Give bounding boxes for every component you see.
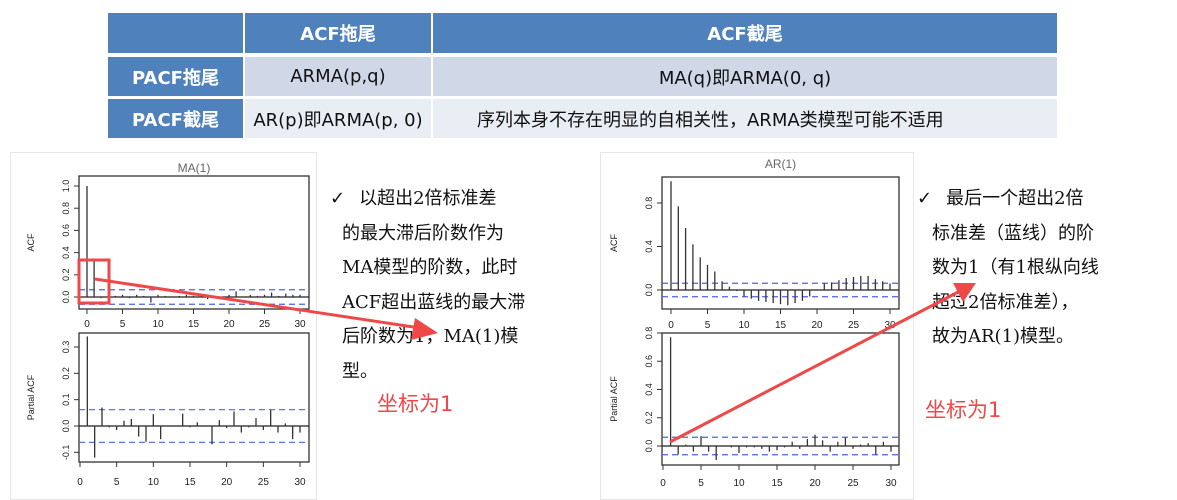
table-cell: AR(p)即ARMA(p, 0) [245,99,433,138]
table-cell: MA(q)即ARMA(0, q) [433,57,1057,96]
x-tick-label: 0 [660,478,666,489]
text-line: 以超出2倍标准差 [359,188,497,209]
x-tick-label: 15 [188,319,200,330]
y-tick-label: 0.8 [644,197,654,210]
x-tick-label: 15 [775,320,787,331]
table-cell: 序列本身不存在明显的自相关性，ARMA类模型可能不适用 [433,99,1057,138]
y-tick-label: 0.2 [61,269,71,282]
text-line: 的最大滞后阶数作为 [342,222,504,244]
x-tick-label: 10 [148,477,160,488]
y-tick-label: 0.0 [61,420,71,433]
y-tick-label: 0.6 [644,355,654,368]
plot-frame [78,175,310,310]
text-line: 后阶数为1，MA(1)模 [342,326,519,347]
bullet-line: ✓ 以超出2倍标准差 [330,182,525,217]
x-tick-label: 0 [668,320,674,331]
x-tick-label: 20 [223,319,235,330]
text-line: 最后一个超出2倍 [946,188,1084,209]
x-tick-label: 0 [84,319,90,330]
plot-frame [661,332,900,466]
text-line: 故为AR(1)模型。 [932,326,1075,347]
y-axis-label: ACF [26,233,36,252]
acf-pacf-table: ACF拖尾 ACF截尾 PACF拖尾 ARMA(p,q) MA(q)即ARMA(… [108,13,1057,141]
x-tick-label: 10 [733,478,745,489]
x-tick-label: 5 [120,319,126,330]
y-tick-label: 0.4 [644,383,654,396]
y-axis-label: Partial ACF [609,376,619,422]
arrow-head-left-icon [411,318,438,340]
y-tick-label: 0.0 [644,284,654,297]
y-tick-label: 0.4 [644,240,654,253]
y-tick-label: 0.8 [61,202,71,215]
x-tick-label: 15 [184,477,196,488]
y-axis-label: ACF [609,233,619,252]
chart-2: Partial ACF -0.1 0.0 0.1 0.2 0.3 0 5 10 15 20 25 30 [26,332,310,488]
ar-explanation: ✓ 最后一个超出2倍 标准差（蓝线）的阶 数为1（有1根纵向线 超过2倍标准差），… [917,182,1099,355]
x-tick-label: 20 [221,477,233,488]
table-header-row: ACF拖尾 ACF截尾 [108,13,1057,53]
y-tick-label: 0.0 [61,291,71,304]
text-line: 数为1（有1根纵向线 [932,257,1099,278]
text-line: 型。 [342,360,378,382]
x-tick-label: 30 [294,319,306,330]
y-tick-label: 0.6 [61,224,71,237]
table-row: PACF截尾 AR(p)即ARMA(p, 0) 序列本身不存在明显的自相关性，A… [108,99,1057,138]
chart-1: MA(1) ACF 0.0 0.2 0.4 0.6 0.8 1.0 0 5 10 15 20 25 30 [26,161,310,330]
y-tick-label: 0.0 [644,440,654,453]
table-row: PACF拖尾 ARMA(p,q) MA(q)即ARMA(0, q) [108,57,1057,96]
x-tick-label: 5 [698,478,704,489]
text-line: MA模型的阶数，此时 [342,257,518,278]
x-tick-label: 25 [258,477,270,488]
y-tick-label: 0.4 [61,246,71,259]
y-tick-label: 0.2 [61,367,71,380]
x-tick-label: 0 [77,477,83,488]
table-header-acf-tailing: ACF拖尾 [245,13,433,53]
x-tick-label: 20 [811,320,823,331]
lag-note-left: 坐标为1 [377,392,454,416]
plot-frame [661,176,900,310]
y-tick-label: -0.1 [61,445,71,461]
check-icon: ✓ [917,188,933,209]
arrow-line-right [669,288,963,444]
x-tick-label: 10 [152,319,164,330]
y-tick-label: 0.1 [61,393,71,406]
x-tick-label: 25 [259,319,271,330]
x-tick-label: 5 [705,320,711,331]
row-header: PACF拖尾 [108,57,245,96]
y-tick-label: 1.0 [61,180,71,193]
x-tick-label: 30 [294,477,306,488]
arrow-head-right-icon [953,283,976,302]
text-line: 超过2倍标准差）， [932,291,1079,313]
text-line: ACF超出蓝线的最大滞 [342,291,526,313]
y-tick-label: 0.2 [644,411,654,424]
y-tick-label: 0.8 [644,327,654,340]
chart-3: AR(1) ACF 0.0 0.4 0.8 0 5 10 15 20 25 30 [609,157,900,331]
text-line: 标准差（蓝线）的阶 [932,222,1094,244]
chart-title: MA(1) [178,161,211,175]
x-tick-label: 15 [771,478,783,489]
lag-note-right: 坐标为1 [925,398,1002,422]
y-tick-label: 0.3 [61,341,71,354]
x-tick-label: 5 [114,477,120,488]
x-tick-label: 20 [809,478,821,489]
table-header-corner [108,13,245,53]
table-cell: ARMA(p,q) [245,57,433,96]
chart-title: AR(1) [765,157,796,171]
check-icon: ✓ [330,188,346,209]
x-tick-label: 30 [885,478,897,489]
chart-4: Partial ACF 0.0 0.2 0.4 0.6 0.8 0 5 10 15 20 25 30 [609,327,900,489]
bullet-line: ✓ 最后一个超出2倍 [917,182,1099,217]
x-tick-label: 25 [847,478,859,489]
arrow-line-left [94,277,421,330]
ma-explanation: ✓ 以超出2倍标准差 的最大滞后阶数作为 MA模型的阶数，此时 ACF超出蓝线的最… [330,182,525,389]
x-tick-label: 10 [738,320,750,331]
plot-frame [78,332,310,463]
table-header-acf-cutoff: ACF截尾 [433,13,1057,53]
row-header: PACF截尾 [108,99,245,138]
x-tick-label: 30 [884,320,896,331]
x-tick-label: 25 [848,320,860,331]
y-axis-label: Partial ACF [26,374,36,420]
